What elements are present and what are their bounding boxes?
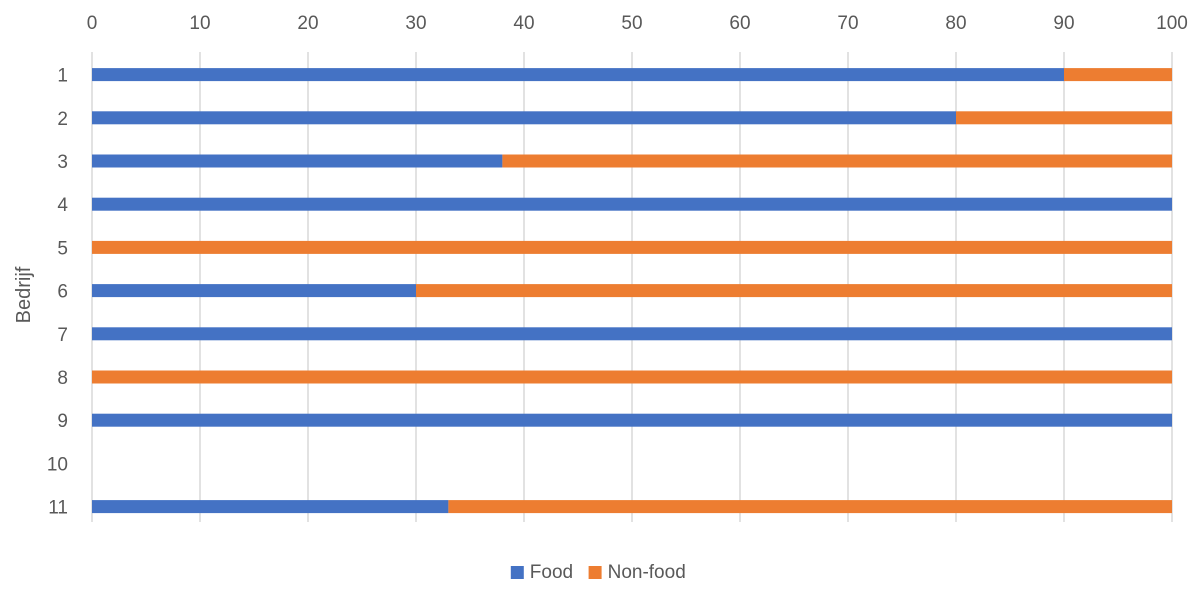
- x-tick-label: 10: [189, 13, 210, 34]
- y-tick-label: 2: [57, 109, 68, 130]
- bar-food-2: [92, 111, 956, 125]
- x-tick-label: 80: [945, 13, 966, 34]
- y-tick-label: 9: [57, 411, 68, 432]
- legend-swatch-non-food: [588, 566, 602, 579]
- legend-label-food: Food: [530, 562, 573, 583]
- x-axis-ticks: 0 10 20 30 40 50 60 70 80 90 100: [87, 13, 1188, 34]
- legend-swatch-food: [510, 566, 524, 579]
- y-tick-label: 7: [57, 325, 68, 346]
- bar-food-11: [92, 500, 449, 514]
- legend-label-non-food: Non-food: [608, 562, 686, 583]
- x-tick-label: 40: [513, 13, 534, 34]
- y-tick-label: 3: [57, 152, 68, 173]
- bar-food-1: [92, 68, 1064, 82]
- legend: Food Non-food: [510, 562, 686, 583]
- bar-food-6: [92, 284, 416, 298]
- bar-non-food-1: [1064, 68, 1172, 82]
- y-tick-label: 11: [48, 498, 68, 519]
- y-axis-title: Bedrijf: [13, 266, 35, 323]
- bars: [92, 68, 1172, 514]
- bar-food-7: [92, 327, 1172, 341]
- x-tick-label: 60: [729, 13, 750, 34]
- bar-non-food-5: [92, 240, 1172, 254]
- x-tick-label: 50: [621, 13, 642, 34]
- bar-non-food-8: [92, 370, 1172, 384]
- y-axis-ticks: 1 2 3 4 5 6 7 8 9 10 11: [47, 66, 69, 519]
- bar-non-food-6: [416, 284, 1172, 298]
- bar-non-food-11: [448, 500, 1172, 514]
- y-tick-label: 8: [57, 368, 68, 389]
- x-tick-label: 0: [87, 13, 98, 34]
- x-tick-label: 20: [297, 13, 318, 34]
- x-tick-label: 70: [837, 13, 858, 34]
- bar-food-3: [92, 154, 503, 168]
- bar-food-4: [92, 197, 1172, 211]
- y-tick-label: 6: [57, 282, 68, 303]
- y-tick-label: 10: [47, 454, 68, 475]
- y-tick-label: 4: [57, 195, 68, 216]
- x-tick-label: 90: [1053, 13, 1074, 34]
- x-tick-label: 100: [1156, 13, 1188, 34]
- bar-non-food-2: [956, 111, 1172, 125]
- bar-food-9: [92, 413, 1172, 427]
- y-tick-label: 1: [57, 66, 68, 87]
- y-tick-label: 5: [57, 238, 68, 259]
- x-tick-label: 30: [405, 13, 426, 34]
- bar-non-food-3: [502, 154, 1172, 168]
